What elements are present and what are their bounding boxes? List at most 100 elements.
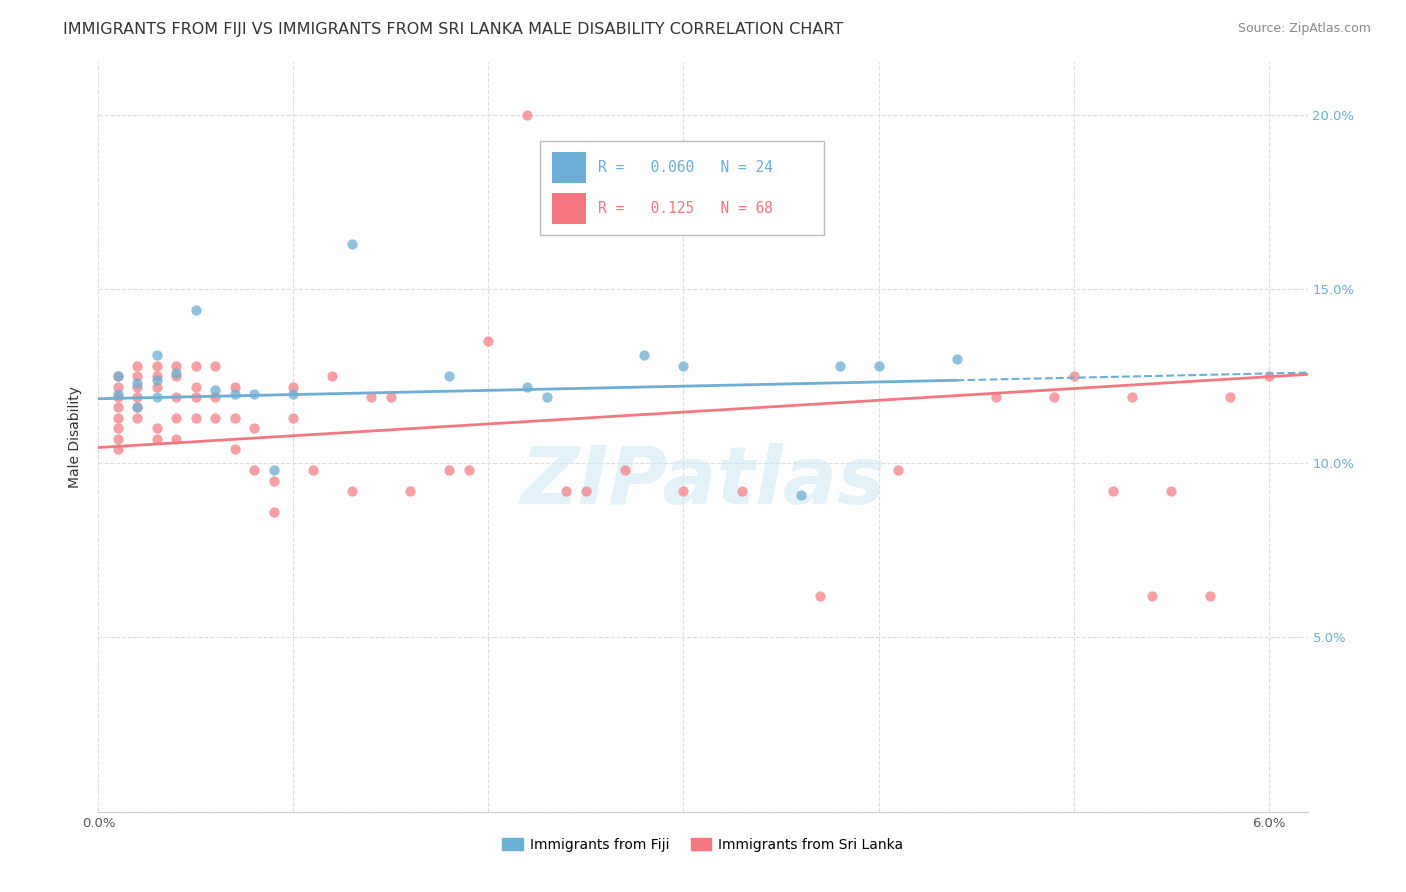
Point: [146, 432, 169, 446]
Point: [380, 390, 402, 404]
Point: [439, 369, 461, 384]
Point: [263, 474, 285, 488]
Point: [165, 432, 187, 446]
Point: [263, 505, 285, 519]
Point: [555, 484, 578, 499]
Text: R =   0.060   N = 24: R = 0.060 N = 24: [598, 160, 773, 175]
Point: [1219, 390, 1241, 404]
Point: [146, 348, 169, 362]
Bar: [551, 193, 586, 224]
Point: [360, 390, 382, 404]
Point: [127, 390, 149, 404]
Text: R =   0.125   N = 68: R = 0.125 N = 68: [598, 201, 773, 216]
Point: [887, 463, 910, 477]
Point: [1101, 484, 1123, 499]
Point: [146, 373, 169, 387]
Point: [321, 369, 343, 384]
Point: [224, 442, 246, 457]
Legend: Immigrants from Fiji, Immigrants from Sri Lanka: Immigrants from Fiji, Immigrants from Sr…: [496, 832, 910, 857]
Text: Source: ZipAtlas.com: Source: ZipAtlas.com: [1237, 22, 1371, 36]
Point: [1043, 390, 1066, 404]
Point: [184, 379, 207, 393]
Point: [789, 487, 811, 501]
Point: [516, 108, 538, 122]
Point: [107, 442, 129, 457]
Point: [184, 390, 207, 404]
Point: [204, 411, 226, 425]
Point: [146, 379, 169, 393]
Point: [146, 421, 169, 435]
Point: [1160, 484, 1182, 499]
Point: [204, 359, 226, 373]
Point: [340, 236, 363, 251]
Point: [1140, 589, 1163, 603]
Point: [165, 369, 187, 384]
Point: [127, 369, 149, 384]
Point: [731, 484, 754, 499]
Point: [458, 463, 481, 477]
FancyBboxPatch shape: [540, 141, 824, 235]
Point: [1121, 390, 1143, 404]
Point: [127, 401, 149, 415]
Point: [107, 401, 129, 415]
Point: [146, 369, 169, 384]
Point: [614, 463, 637, 477]
Point: [243, 463, 266, 477]
Point: [283, 379, 305, 393]
Point: [127, 376, 149, 390]
Point: [107, 369, 129, 384]
Point: [165, 390, 187, 404]
Point: [127, 411, 149, 425]
Point: [107, 369, 129, 384]
Point: [204, 390, 226, 404]
Point: [107, 421, 129, 435]
Point: [516, 379, 538, 393]
Point: [283, 386, 305, 401]
Point: [828, 359, 851, 373]
Point: [536, 390, 558, 404]
Text: IMMIGRANTS FROM FIJI VS IMMIGRANTS FROM SRI LANKA MALE DISABILITY CORRELATION CH: IMMIGRANTS FROM FIJI VS IMMIGRANTS FROM …: [63, 22, 844, 37]
Point: [945, 351, 967, 366]
Point: [672, 359, 695, 373]
Point: [808, 589, 831, 603]
Point: [789, 219, 811, 234]
Y-axis label: Male Disability: Male Disability: [69, 386, 83, 488]
Point: [263, 463, 285, 477]
Point: [107, 432, 129, 446]
Point: [146, 390, 169, 404]
Point: [984, 390, 1007, 404]
Point: [575, 484, 598, 499]
Point: [127, 379, 149, 393]
Point: [107, 386, 129, 401]
Point: [184, 359, 207, 373]
Point: [224, 411, 246, 425]
Point: [165, 359, 187, 373]
Point: [439, 463, 461, 477]
Bar: [551, 152, 586, 183]
Point: [399, 484, 422, 499]
Point: [165, 366, 187, 380]
Point: [1199, 589, 1222, 603]
Point: [302, 463, 325, 477]
Point: [1063, 369, 1085, 384]
Point: [224, 379, 246, 393]
Point: [868, 359, 890, 373]
Point: [243, 421, 266, 435]
Point: [165, 411, 187, 425]
Point: [127, 401, 149, 415]
Point: [127, 359, 149, 373]
Point: [184, 411, 207, 425]
Point: [283, 411, 305, 425]
Point: [107, 411, 129, 425]
Point: [146, 359, 169, 373]
Text: ZIPatlas: ZIPatlas: [520, 443, 886, 521]
Point: [1257, 369, 1279, 384]
Point: [340, 484, 363, 499]
Point: [672, 484, 695, 499]
Point: [204, 383, 226, 397]
Point: [243, 386, 266, 401]
Point: [107, 390, 129, 404]
Point: [184, 302, 207, 317]
Point: [477, 334, 499, 349]
Point: [107, 379, 129, 393]
